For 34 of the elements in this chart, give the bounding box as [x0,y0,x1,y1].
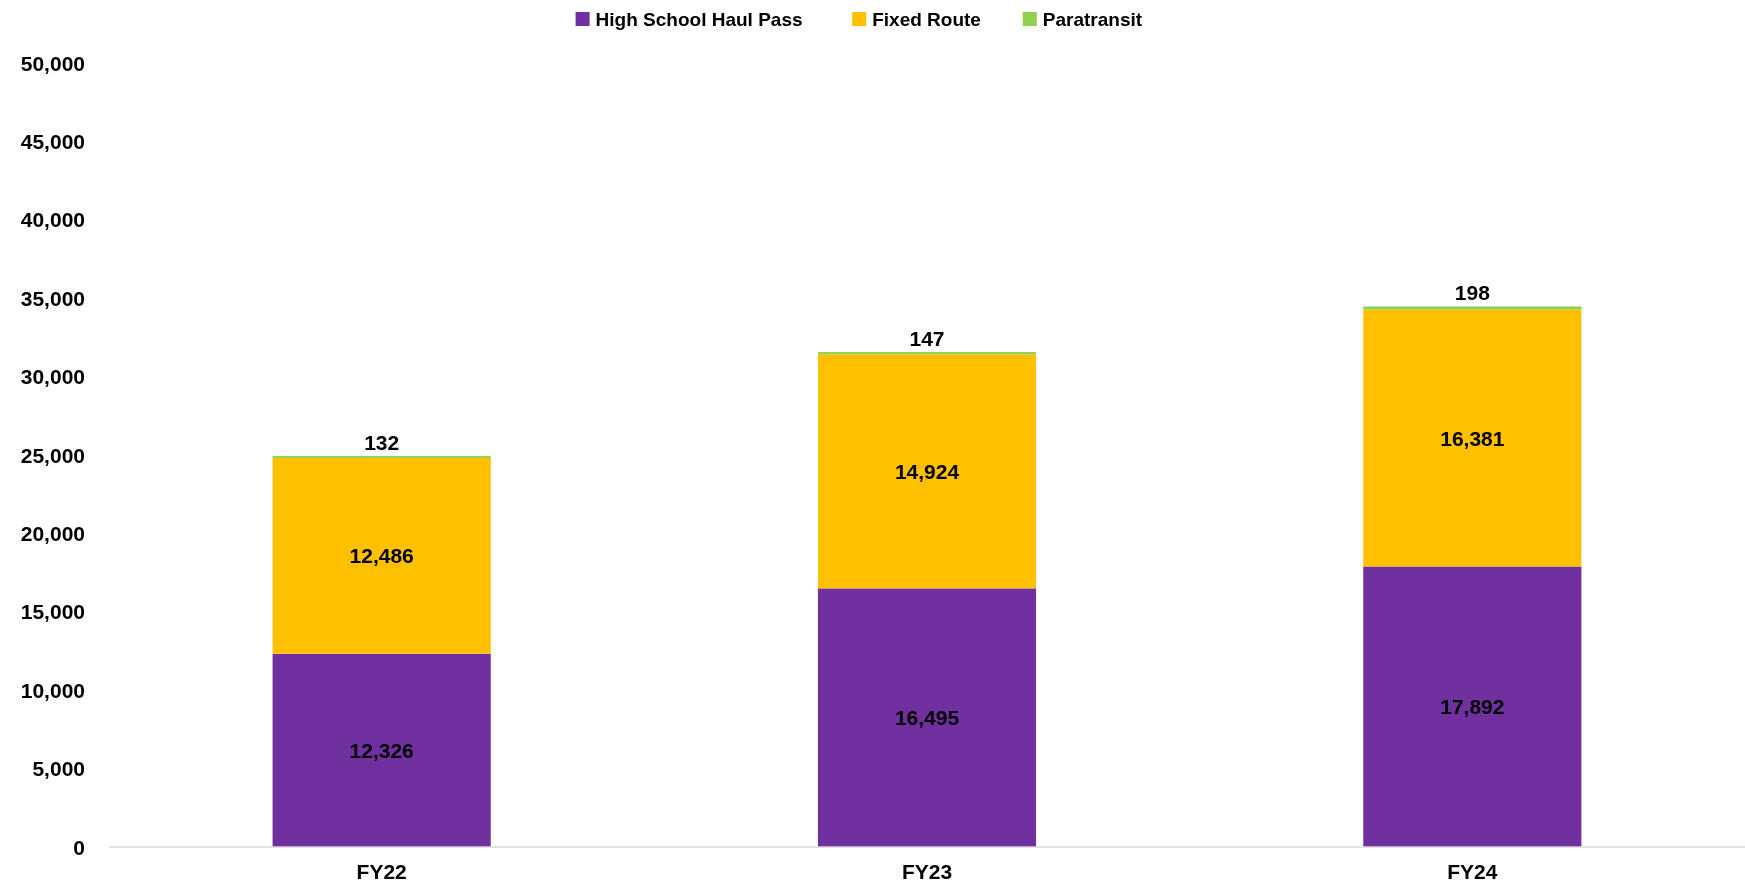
bar [272,457,491,654]
x-tick-label: FY24 [1447,860,1498,883]
bar [1363,309,1582,567]
data-label: 16,381 [1440,426,1505,450]
y-tick-label: 15,000 [20,600,85,624]
bar [817,354,1037,589]
legend-label: Fixed Route [872,8,981,30]
y-tick-label: 35,000 [20,286,85,310]
data-label: 16,495 [894,706,960,730]
y-tick-label: 0 [73,835,85,859]
x-tick-label: FY23 [901,860,953,883]
bar [272,653,491,847]
y-tick-label: 5,000 [32,757,85,781]
bar [272,455,491,458]
y-tick-label: 25,000 [20,443,85,467]
bar [1363,566,1582,847]
legend-label: Paratransit [1042,8,1143,30]
y-tick-label: 40,000 [20,208,85,232]
data-label: 17,892 [1440,695,1505,719]
y-tick-label: 20,000 [20,521,85,545]
y-tick-label: 45,000 [20,129,85,153]
data-label: 12,486 [349,544,414,568]
data-label: 132 [364,430,400,454]
y-tick-label: 10,000 [20,678,85,702]
data-label: 12,326 [349,738,414,762]
bar [817,588,1037,847]
data-label: 14,924 [894,459,960,483]
data-label: 147 [909,327,945,351]
legend-label: High School Haul Pass [595,8,803,30]
bar [1363,306,1582,310]
y-tick-label: 30,000 [20,365,85,389]
y-tick-label: 50,000 [20,51,85,75]
data-label: 198 [1454,281,1491,305]
x-tick-label: FY22 [356,860,407,883]
